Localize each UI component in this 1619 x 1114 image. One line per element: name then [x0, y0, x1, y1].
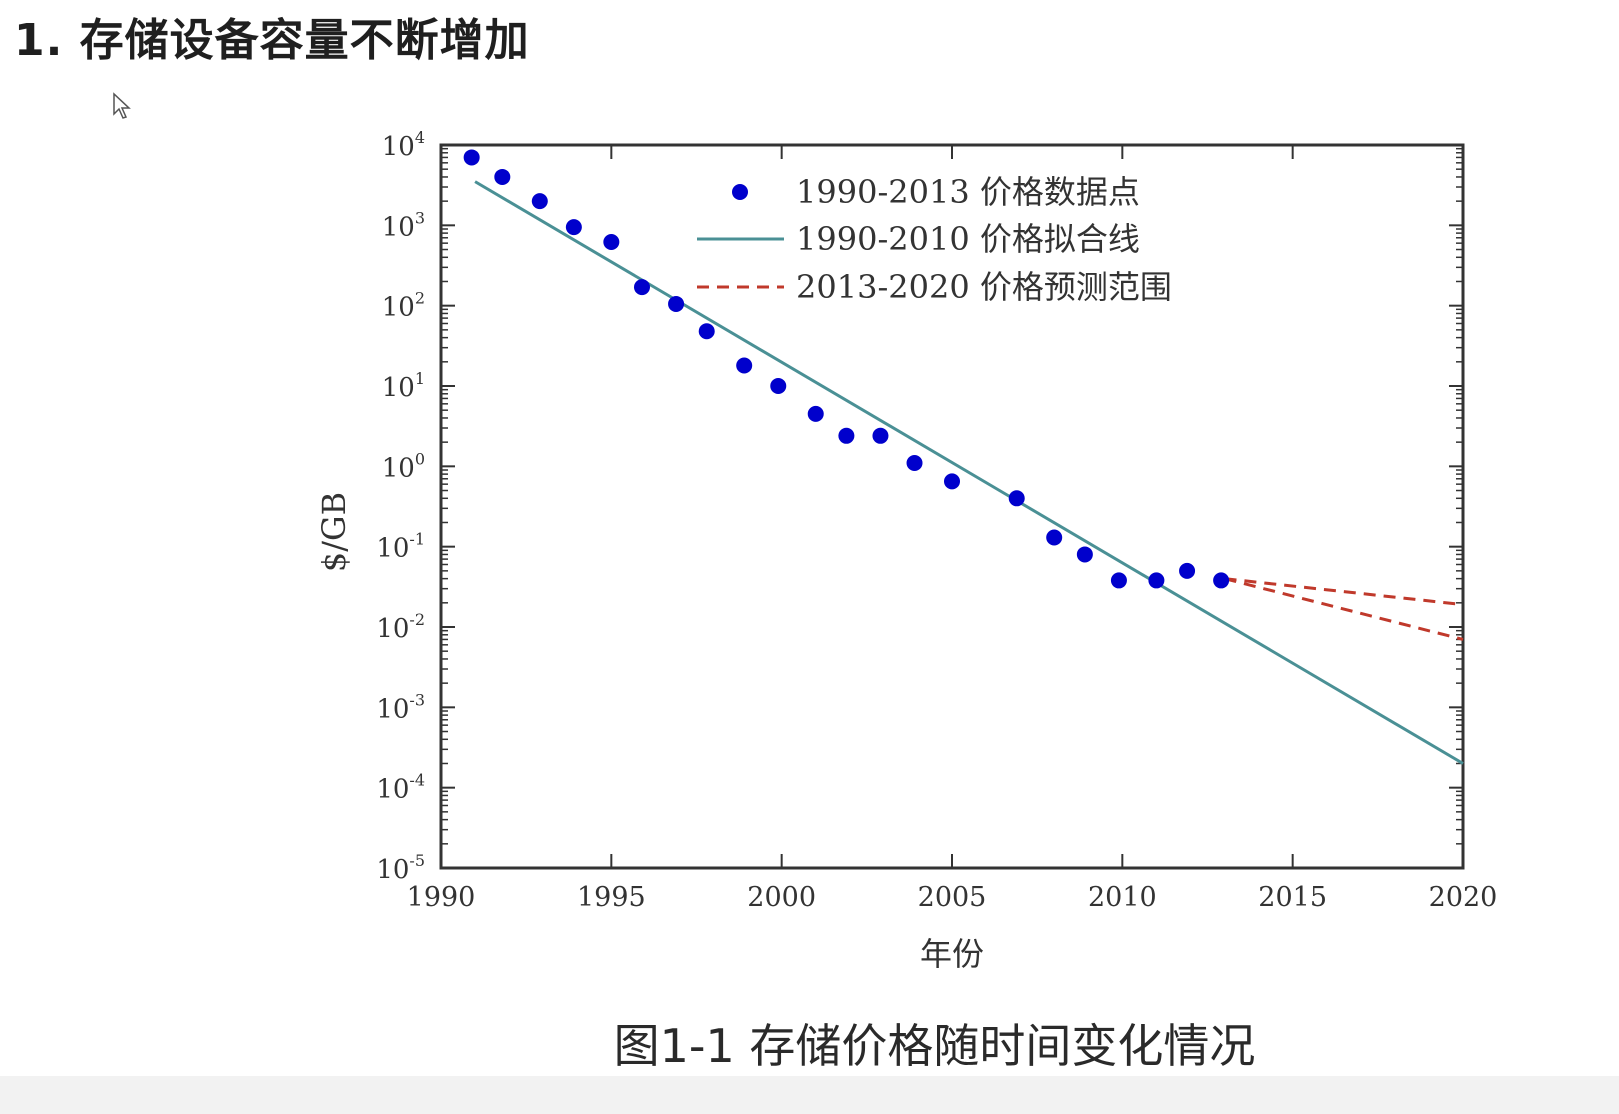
data-point [603, 234, 620, 251]
data-point [944, 473, 960, 490]
legend-label: 1990-2013 价格数据点 [796, 173, 1140, 211]
x-tick-label: 2010 [1088, 882, 1157, 913]
data-point [1008, 490, 1025, 507]
data-point [807, 405, 824, 422]
legend-label: 1990-2010 价格拟合线 [796, 220, 1140, 258]
x-tick-label: 2000 [747, 882, 816, 913]
plot-frame [439, 143, 1465, 870]
data-point [736, 357, 753, 374]
y-tick-label: 104 [382, 128, 425, 162]
y-tick-label: 101 [382, 369, 425, 403]
data-point [565, 219, 582, 236]
data-point [698, 323, 715, 340]
prediction-line-1 [1224, 577, 1464, 607]
legend-label: 2013-2020 价格预测范围 [796, 268, 1172, 306]
storage-price-chart: 104 103 102 101 100 10-1 10-2 10-3 10-4 10-5 1990… [315, 128, 1498, 973]
data-point [770, 378, 787, 394]
page-heading: 1. 存储设备容量不断增加 [14, 15, 530, 66]
x-tick-label: 2005 [918, 882, 987, 913]
data-point [668, 295, 685, 312]
data-point [494, 168, 511, 185]
series-layer [463, 149, 1464, 765]
legend: 1990-2013 价格数据点 1990-2010 价格拟合线 2013-2020 … [697, 173, 1172, 306]
data-point [1110, 572, 1127, 589]
x-tick-label: 2015 [1258, 882, 1327, 913]
data-point [1213, 572, 1230, 589]
x-tick-label: 2020 [1429, 882, 1498, 913]
fit-line [474, 180, 1464, 765]
data-point [1179, 562, 1196, 579]
legend-marker-points [732, 184, 748, 200]
data-point [1076, 546, 1093, 563]
mouse-cursor-icon [113, 92, 131, 119]
bottom-bar [0, 1076, 1619, 1114]
y-tick-label: 102 [382, 289, 425, 323]
data-point [633, 279, 650, 296]
data-point [906, 455, 923, 472]
y-tick-label: 100 [382, 449, 425, 483]
data-point [1046, 529, 1063, 546]
data-point [838, 427, 855, 444]
y-axis-label: $/GB [315, 492, 353, 572]
y-tick-label: 10-3 [376, 690, 425, 724]
y-tick-label: 10-5 [376, 851, 425, 885]
data-point [1148, 572, 1165, 589]
y-tick-label: 10-4 [376, 771, 425, 805]
x-tick-label: 1990 [407, 882, 476, 913]
data-point [463, 149, 480, 166]
data-point [531, 193, 548, 210]
x-tick-labels: 1990 1995 2000 2005 2010 2015 2020 [407, 882, 1498, 913]
x-axis-label: 年份 [920, 935, 984, 973]
y-tick-label: 103 [382, 208, 425, 242]
x-tick-label: 1995 [577, 882, 646, 913]
y-tick-label: 10-1 [376, 530, 425, 564]
data-point [872, 427, 889, 444]
figure-caption: 图1-1 存储价格随时间变化情况 [613, 1019, 1256, 1073]
y-tick-label: 10-2 [376, 610, 425, 644]
y-tick-labels: 104 103 102 101 100 10-1 10-2 10-3 10-4 10-5 [376, 128, 425, 885]
prediction-line-2 [1224, 577, 1464, 641]
